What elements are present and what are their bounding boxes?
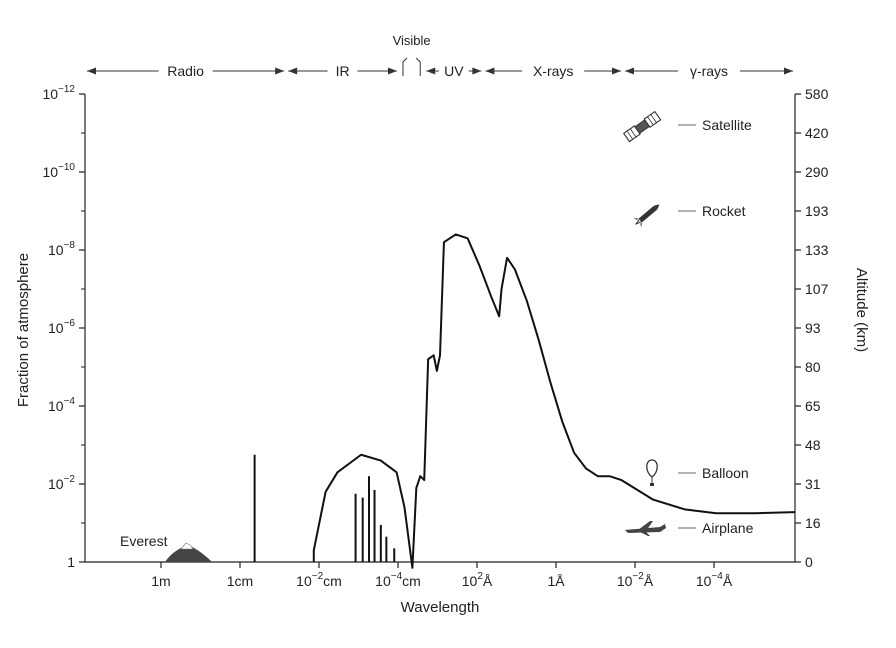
right-tick-label: 580 <box>805 86 829 102</box>
right-tick-label: 16 <box>805 515 821 531</box>
balloon-icon <box>646 459 658 486</box>
right-tick-label: 31 <box>805 476 821 492</box>
band-arrowhead <box>275 67 285 75</box>
right-tick-label: 48 <box>805 437 821 453</box>
band-label: UV <box>444 63 464 79</box>
band-arrowhead <box>612 67 622 75</box>
x-tick-label: 1m <box>151 573 170 589</box>
x-tick-label: 1cm <box>227 573 253 589</box>
band-arrowhead <box>784 67 793 75</box>
left-tick-label: 1 <box>67 554 75 570</box>
airplane-label: Airplane <box>702 520 754 536</box>
everest-label: Everest <box>120 533 168 549</box>
left-tick-label: 10−2 <box>48 474 75 492</box>
absorption-curve <box>312 233 796 569</box>
band-arrowhead <box>87 67 96 75</box>
band-label: Radio <box>167 63 204 79</box>
right-tick-label: 0 <box>805 554 813 570</box>
balloon-label: Balloon <box>702 465 749 481</box>
band-arrowhead <box>387 67 397 75</box>
left-tick-label: 10−6 <box>48 318 75 336</box>
x-tick-label: 102Å <box>462 571 493 589</box>
absorption-spikes <box>253 454 396 562</box>
airplane-icon <box>625 521 666 536</box>
band-label: γ-rays <box>690 63 728 79</box>
rocket-icon <box>633 204 660 228</box>
left-tick-label: 10−8 <box>48 240 75 258</box>
satellite-icon <box>622 110 662 143</box>
x-tick-label: 10−2Å <box>617 571 654 589</box>
right-tick-label: 107 <box>805 281 829 297</box>
right-tick-label: 80 <box>805 359 821 375</box>
right-tick-label: 93 <box>805 320 821 336</box>
band-label: X-rays <box>533 63 573 79</box>
left-axis-title: Fraction of atmosphere <box>15 253 32 407</box>
right-axis-title: Altitude (km) <box>853 268 870 352</box>
band-arrowhead <box>625 67 635 75</box>
left-tick-label: 10−10 <box>42 162 75 180</box>
x-tick-label: 10−2cm <box>296 571 342 589</box>
visible-label: Visible <box>393 33 431 48</box>
x-tick-label: 10−4Å <box>696 571 733 589</box>
left-axis-ticks: 1 10−2 10−4 10−6 10−8 10−10 10−12 <box>42 84 85 570</box>
x-axis-title: Wavelength <box>401 599 480 616</box>
spectrum-bands: Radio IR UV X-rays γ-rays <box>87 57 793 79</box>
left-tick-label: 10−12 <box>42 84 75 102</box>
right-axis-ticks: 0 16 31 48 65 80 93 107 133 193 290 420 580 <box>795 86 829 570</box>
right-tick-label: 133 <box>805 242 829 258</box>
band-label: IR <box>336 63 350 79</box>
right-tick-label: 420 <box>805 125 829 141</box>
x-axis-ticks: 1m 1cm 10−2cm 10−4cm 102Å 1Å 10−2Å 10−4Å <box>151 562 733 589</box>
everest-mountain <box>165 542 212 562</box>
x-tick-label: 10−4cm <box>375 571 421 589</box>
visible-bracket <box>402 57 408 76</box>
right-tick-label: 65 <box>805 398 821 414</box>
right-tick-label: 193 <box>805 203 829 219</box>
band-arrowhead <box>288 67 298 75</box>
x-tick-label: 1Å <box>547 573 565 589</box>
right-tick-label: 290 <box>805 164 829 180</box>
left-tick-label: 10−4 <box>48 396 75 414</box>
band-arrowhead <box>485 67 495 75</box>
band-arrowhead <box>426 67 436 75</box>
band-arrowhead <box>472 67 482 75</box>
satellite-label: Satellite <box>702 117 752 133</box>
visible-bracket <box>415 57 421 76</box>
rocket-label: Rocket <box>702 203 746 219</box>
